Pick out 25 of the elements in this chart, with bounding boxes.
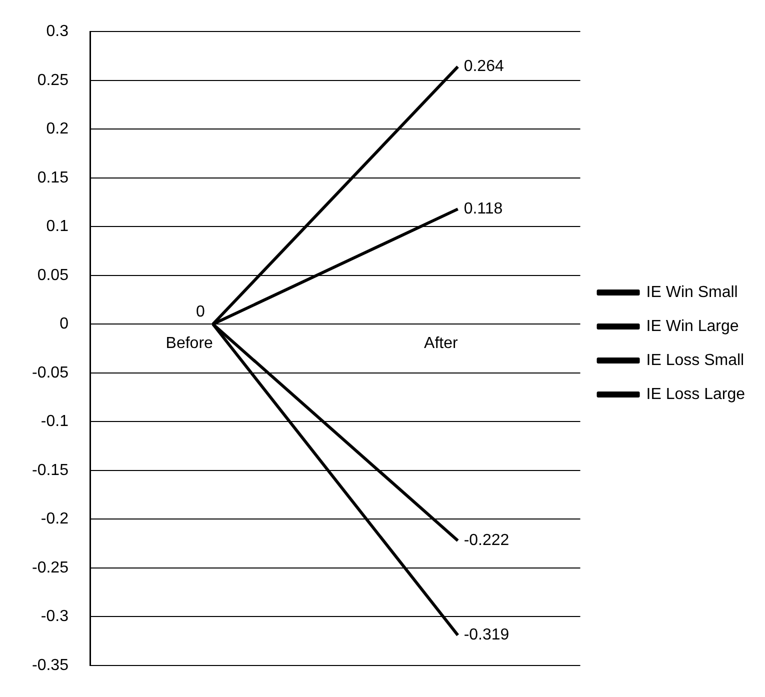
y-tick-label: 0.25 (37, 72, 69, 89)
y-tick-label: -0.15 (32, 462, 69, 479)
legend-label: IE Win Large (646, 318, 739, 335)
data-label: -0.222 (464, 532, 510, 549)
y-tick-label: -0.05 (32, 364, 69, 382)
data-label: -0.319 (464, 626, 510, 644)
y-tick-label: -0.1 (40, 413, 69, 430)
data-label: 0.264 (464, 58, 504, 76)
y-tick-label: -0.2 (40, 510, 69, 528)
y-tick-label: 0 (60, 316, 69, 333)
y-tick-label: -0.35 (32, 656, 69, 674)
legend-label: IE Win Small (646, 284, 738, 301)
x-tick-label: After (424, 335, 458, 352)
y-tick-label: 0.3 (46, 23, 69, 40)
y-tick-label: 0.1 (46, 218, 69, 236)
legend-label: IE Loss Small (646, 352, 744, 369)
data-label: 0.118 (464, 200, 503, 218)
data-label: 0 (196, 304, 206, 321)
y-tick-label: 0.2 (46, 120, 69, 138)
x-tick-label: Before (166, 335, 214, 352)
y-tick-label: -0.25 (32, 559, 69, 576)
legend-label: IE Loss Large (646, 386, 746, 403)
y-tick-label: -0.3 (40, 608, 69, 626)
y-tick-label: 0.05 (37, 266, 69, 284)
y-tick-label: 0.15 (37, 169, 69, 186)
